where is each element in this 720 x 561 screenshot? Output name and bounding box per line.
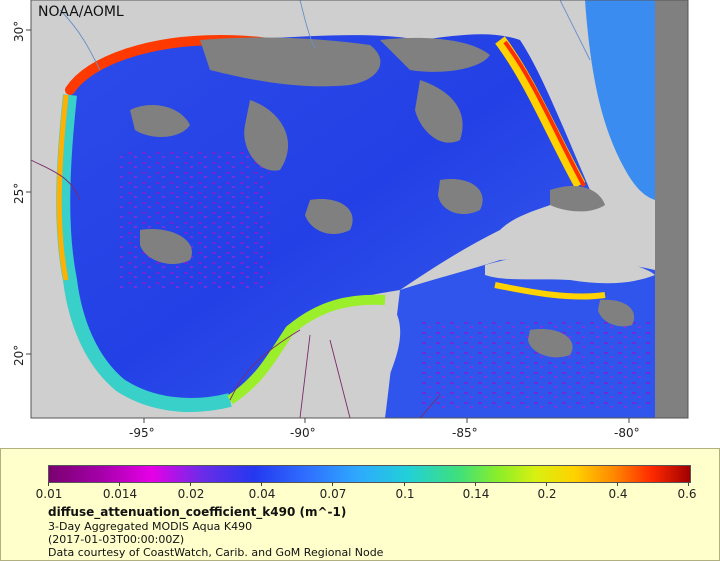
- colorbar-tick-label: 0.6: [677, 487, 697, 501]
- axis-ticks: [26, 29, 630, 423]
- colorbar-tick-label: 0.01: [35, 487, 63, 501]
- coastal-band-west: [56, 94, 232, 412]
- country-borders: [30, 159, 441, 419]
- lon-label-85: -85°: [452, 426, 478, 440]
- legend-panel: 0.01 0.014 0.02 0.04 0.07 0.1 0.14 0.2 0…: [0, 448, 720, 561]
- coastal-band-cuba: [494, 282, 606, 300]
- data-source: Data courtesy of CoastWatch, Carib. and …: [48, 546, 384, 559]
- credit-label: NOAA/AOML: [38, 4, 124, 20]
- lon-label-90: -90°: [290, 426, 316, 440]
- colorbar-tick-label: 0.02: [177, 487, 205, 501]
- colorbar-tick-label: 0.14: [462, 487, 490, 501]
- lon-label-80: -80°: [614, 426, 640, 440]
- map-border: [30, 0, 689, 419]
- lat-label-25: 25°: [12, 182, 26, 204]
- coastal-band-florida: [495, 36, 586, 188]
- coastal-band-campeche: [227, 294, 386, 405]
- yucatan-land: [250, 298, 401, 418]
- product-description: 3-Day Aggregated MODIS Aqua K490: [48, 520, 253, 533]
- no-data-patches: [130, 0, 688, 418]
- colorbar-tick-label: 0.07: [319, 487, 347, 501]
- colorbar-tick-label: 0.1: [395, 487, 415, 501]
- rivers: [59, 0, 591, 71]
- colorbar-tick-label: 0.014: [102, 487, 138, 501]
- atlantic-water: [585, 0, 655, 200]
- map-frame: NOAA/AOML 30° 25° 20° -95° -90° -85° -80…: [0, 0, 720, 448]
- colorbar-tick-label: 0.4: [608, 487, 628, 501]
- lat-label-20: 20°: [12, 344, 26, 366]
- lon-label-95: -95°: [129, 426, 155, 440]
- colorbar-tick-label: 0.04: [248, 487, 276, 501]
- cuba-land: [485, 254, 655, 284]
- variable-name: diffuse_attenuation_coefficient_k490 (m^…: [48, 505, 347, 519]
- low-attenuation-speckle: [120, 150, 270, 290]
- colorbar: [48, 465, 691, 483]
- time-stamp: (2017-01-03T00:00:00Z): [48, 533, 185, 546]
- lat-label-30: 30°: [12, 20, 26, 42]
- ocean-color-map[interactable]: [0, 0, 720, 448]
- colorbar-tick-label: 0.2: [537, 487, 557, 501]
